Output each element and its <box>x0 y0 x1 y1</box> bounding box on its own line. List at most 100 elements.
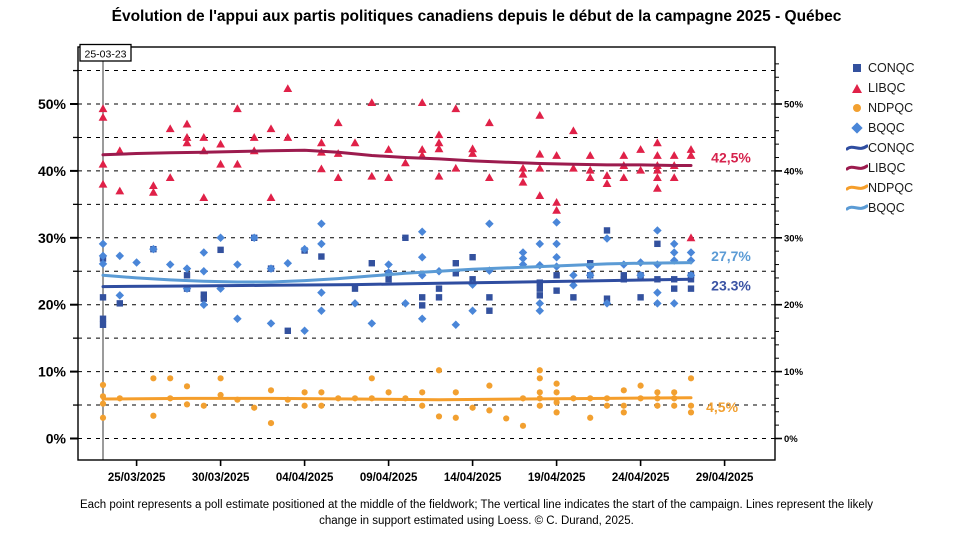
data-point <box>283 258 293 268</box>
data-point <box>115 146 125 155</box>
data-point <box>182 138 192 147</box>
legend-label: LIBQC <box>868 161 906 175</box>
data-point <box>317 138 326 147</box>
data-point <box>552 205 561 214</box>
data-point <box>384 173 393 181</box>
data-point <box>451 163 461 172</box>
data-point <box>351 285 359 292</box>
data-point <box>552 151 561 159</box>
data-point <box>182 264 192 273</box>
data-point <box>233 159 242 168</box>
data-point <box>686 233 696 242</box>
data-point <box>266 264 276 273</box>
data-point <box>486 307 493 314</box>
data-point <box>98 251 108 261</box>
data-point <box>419 302 426 309</box>
data-point <box>99 400 107 407</box>
data-point <box>636 145 645 153</box>
data-point <box>183 272 191 279</box>
value-label: 4,5% <box>706 399 738 415</box>
data-point <box>536 389 543 396</box>
data-point <box>98 104 108 113</box>
data-point <box>384 260 393 269</box>
legend-label: BQQC <box>868 201 905 215</box>
data-point <box>401 158 410 167</box>
data-point <box>199 248 209 257</box>
legend-item-line-libqc: LIBQC <box>846 158 951 178</box>
start-date-box <box>79 43 132 62</box>
data-point <box>417 252 427 262</box>
data-point <box>518 254 528 263</box>
data-point <box>99 414 107 421</box>
data-point <box>385 389 392 396</box>
data-point <box>653 226 662 235</box>
data-point <box>384 145 393 153</box>
data-point <box>603 227 611 234</box>
data-point <box>217 246 224 254</box>
data-point <box>451 320 461 330</box>
data-point <box>653 173 662 181</box>
data-point <box>350 138 360 147</box>
data-point <box>200 402 207 409</box>
legend-label: CONQC <box>868 61 915 75</box>
circle-marker <box>853 104 861 112</box>
data-point <box>98 159 108 168</box>
data-point <box>435 413 443 420</box>
data-point <box>552 218 561 227</box>
legend-line-icon <box>846 180 868 196</box>
data-point <box>266 124 276 133</box>
data-point <box>199 300 209 309</box>
data-point <box>98 259 108 269</box>
data-point <box>469 276 476 283</box>
data-point <box>485 118 494 127</box>
data-point <box>553 380 560 387</box>
legend: CONQC LIBQC NDPQC BQQC CONQC LIBQC NDPQC BQQC <box>846 58 951 218</box>
data-point <box>654 389 661 396</box>
data-point <box>585 165 595 174</box>
data-point <box>233 104 242 113</box>
data-point <box>469 254 476 261</box>
data-point <box>402 234 409 241</box>
data-point <box>419 402 426 409</box>
y-tick-label: 40% <box>38 163 67 179</box>
data-point <box>669 151 679 159</box>
data-point <box>552 197 561 206</box>
legend-label: LIBQC <box>868 81 906 95</box>
data-point <box>367 319 377 328</box>
data-point <box>452 414 459 421</box>
data-point <box>602 234 612 243</box>
legend-label: BQQC <box>868 121 905 135</box>
legend-triangle-icon <box>846 80 868 96</box>
y2-tick-label: 40% <box>784 166 804 177</box>
data-point <box>687 375 695 382</box>
data-point <box>182 133 192 141</box>
data-point <box>216 159 225 168</box>
data-point <box>434 171 444 180</box>
data-point <box>603 295 611 302</box>
data-point <box>99 321 107 328</box>
legend-line-icon <box>846 160 868 176</box>
data-point <box>333 173 343 181</box>
data-point <box>553 389 560 396</box>
data-point <box>98 239 108 249</box>
data-point <box>233 260 242 269</box>
data-point <box>636 165 645 174</box>
data-point <box>317 219 326 228</box>
y2-tick-label: 30% <box>784 233 804 244</box>
data-point <box>150 375 157 382</box>
data-point <box>536 285 543 292</box>
data-point <box>486 382 493 389</box>
data-point <box>200 291 207 298</box>
data-point <box>149 181 158 190</box>
data-point <box>585 151 595 159</box>
data-point <box>284 327 291 334</box>
data-point <box>553 272 560 279</box>
x-tick-label: 25/03/2025 <box>108 472 166 484</box>
data-point <box>669 239 679 249</box>
triangle-marker <box>852 83 862 93</box>
data-point <box>686 271 696 280</box>
data-point <box>669 248 679 257</box>
loess-line-CONQC <box>101 277 693 289</box>
legend-line-icon <box>846 200 868 216</box>
